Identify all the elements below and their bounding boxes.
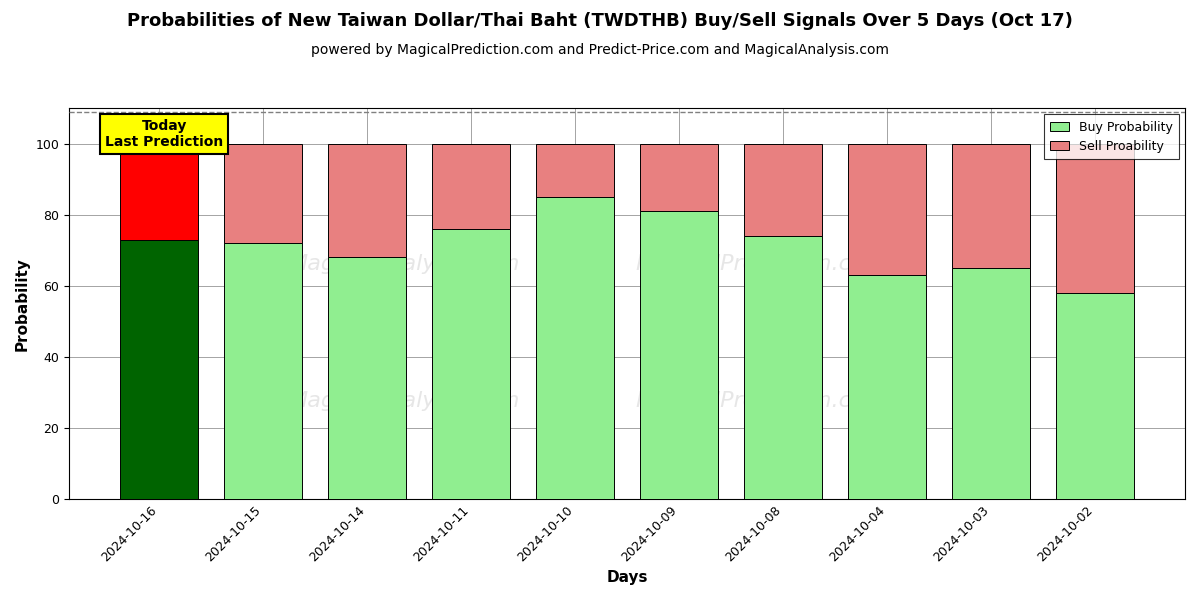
Bar: [640, 143, 718, 211]
Bar: [120, 239, 198, 499]
Y-axis label: Probability: Probability: [16, 257, 30, 350]
Bar: [1056, 293, 1134, 499]
Bar: [536, 143, 614, 197]
Bar: [640, 211, 718, 499]
Legend: Buy Probability, Sell Proability: Buy Probability, Sell Proability: [1044, 114, 1178, 159]
Bar: [744, 236, 822, 499]
Text: Probabilities of New Taiwan Dollar/Thai Baht (TWDTHB) Buy/Sell Signals Over 5 Da: Probabilities of New Taiwan Dollar/Thai …: [127, 12, 1073, 30]
Bar: [328, 257, 406, 499]
Bar: [432, 143, 510, 229]
Bar: [1056, 143, 1134, 293]
Bar: [224, 143, 302, 243]
Bar: [432, 229, 510, 499]
Bar: [953, 268, 1031, 499]
Text: MagicalPrediction.com: MagicalPrediction.com: [636, 254, 887, 274]
Bar: [744, 143, 822, 236]
Bar: [120, 143, 198, 239]
Bar: [848, 143, 926, 275]
X-axis label: Days: Days: [606, 570, 648, 585]
Bar: [536, 197, 614, 499]
Text: MagicalAnalysis.com: MagicalAnalysis.com: [288, 391, 520, 412]
Text: MagicalAnalysis.com: MagicalAnalysis.com: [288, 254, 520, 274]
Text: Today
Last Prediction: Today Last Prediction: [104, 119, 223, 149]
Bar: [848, 275, 926, 499]
Bar: [953, 143, 1031, 268]
Text: powered by MagicalPrediction.com and Predict-Price.com and MagicalAnalysis.com: powered by MagicalPrediction.com and Pre…: [311, 43, 889, 57]
Text: MagicalPrediction.com: MagicalPrediction.com: [636, 391, 887, 412]
Bar: [328, 143, 406, 257]
Bar: [224, 243, 302, 499]
